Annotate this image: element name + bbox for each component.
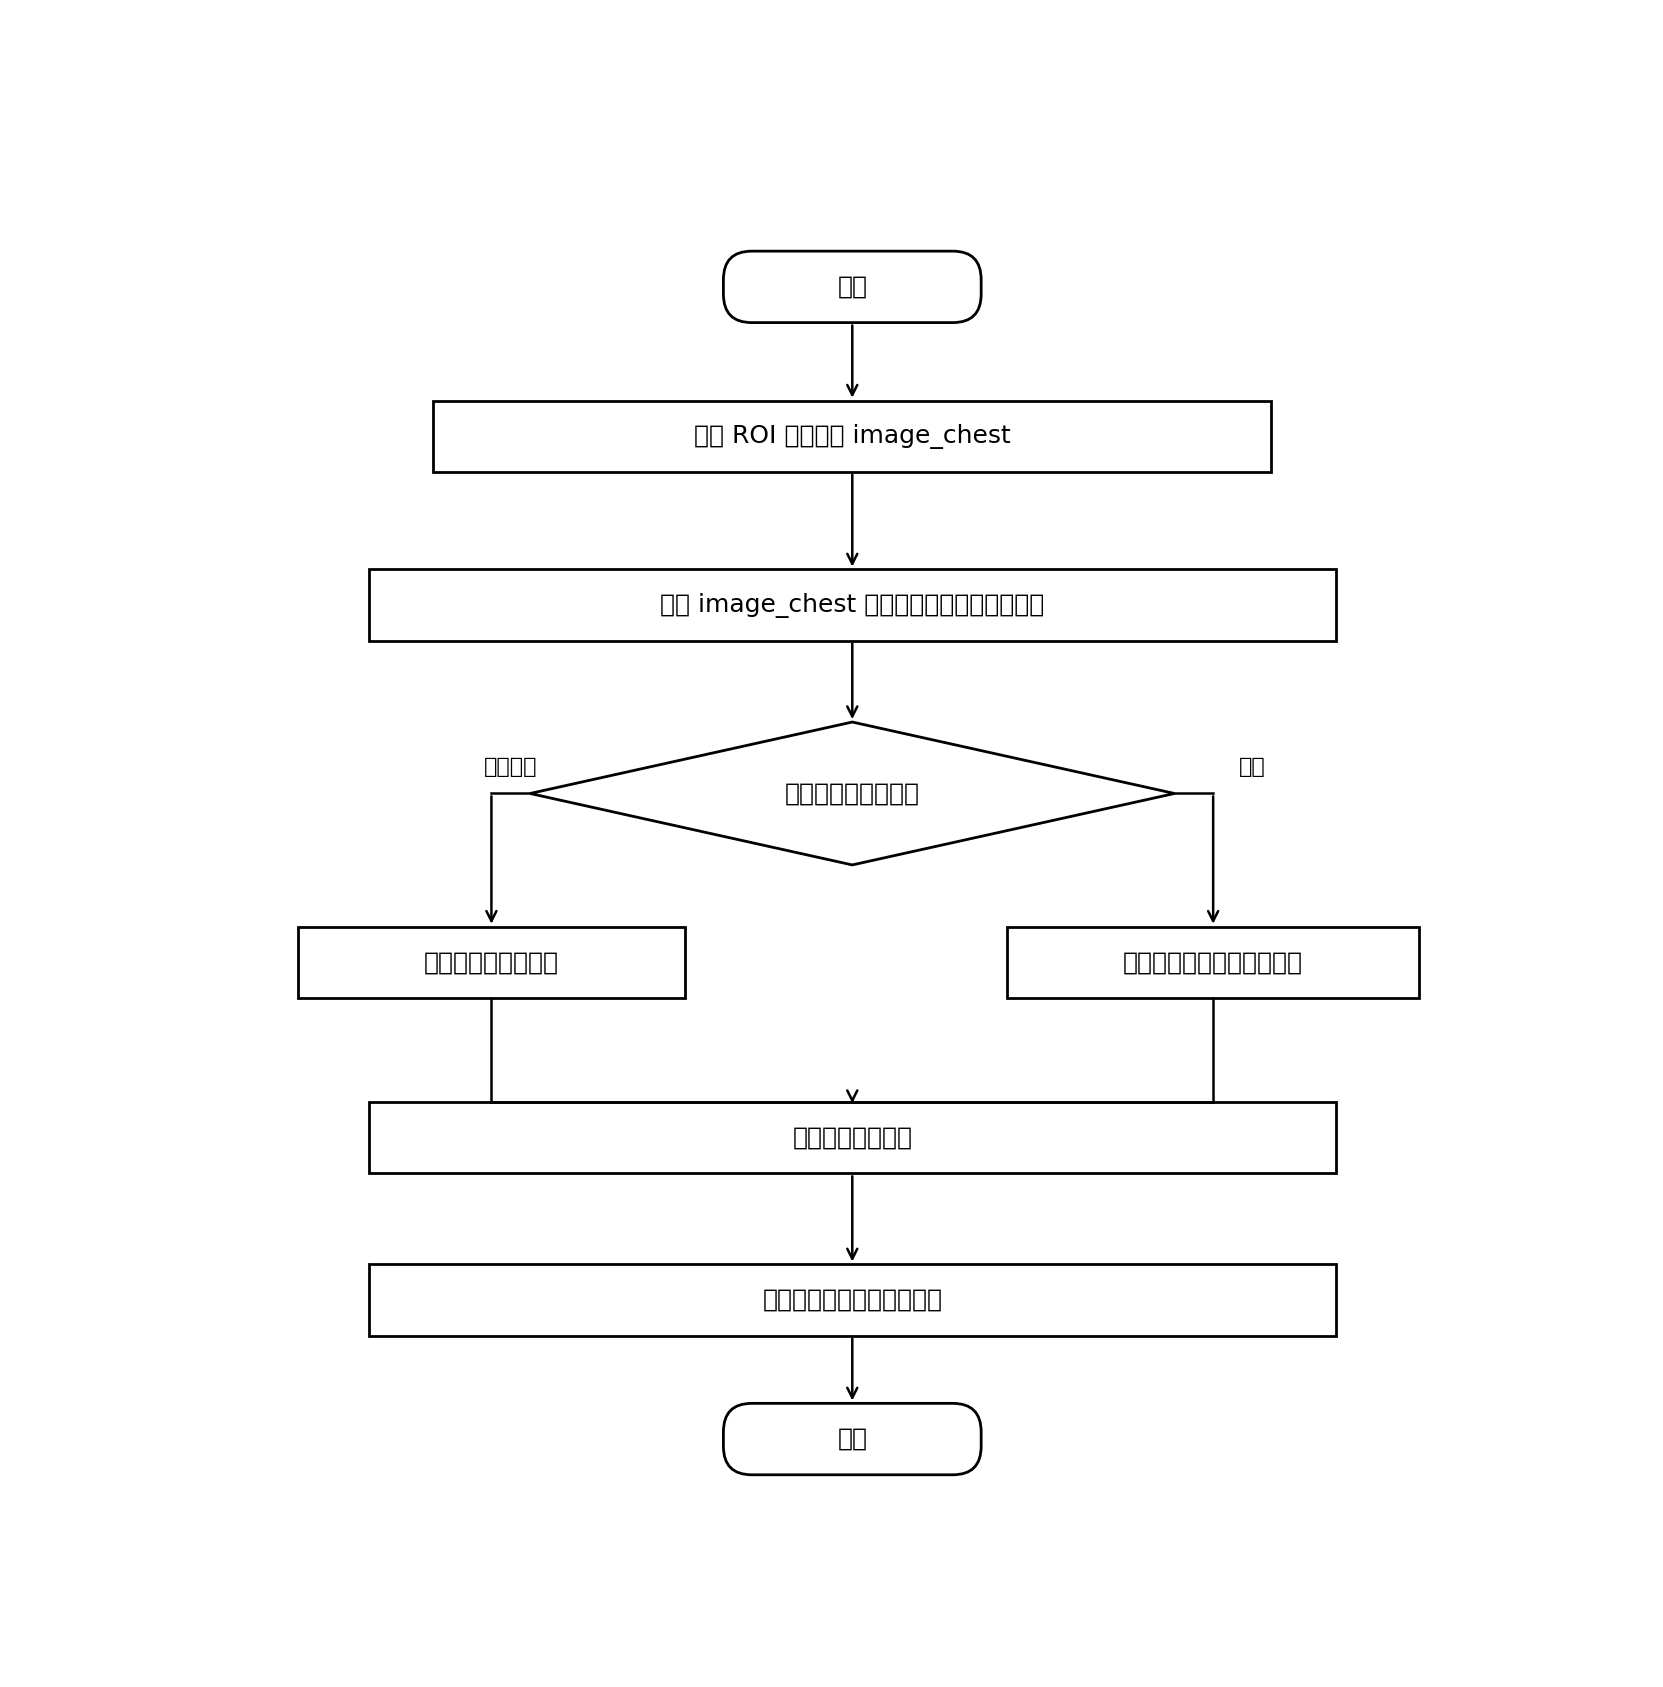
FancyBboxPatch shape <box>723 1404 981 1474</box>
Text: 上、中部: 上、中部 <box>484 756 537 776</box>
Text: 胸腔 ROI 肺部区域 image_chest: 胸腔 ROI 肺部区域 image_chest <box>693 423 1011 449</box>
Polygon shape <box>530 722 1174 865</box>
Bar <box>369 1102 1335 1174</box>
Text: 提取 image_chest 中白色区域的最小外接矩形: 提取 image_chest 中白色区域的最小外接矩形 <box>660 592 1044 617</box>
Bar <box>369 1264 1335 1336</box>
Bar <box>369 570 1335 641</box>
Bar <box>1008 926 1420 999</box>
Text: 四个角旋转扫描寻找种子点: 四个角旋转扫描寻找种子点 <box>1123 950 1304 975</box>
Bar <box>434 400 1271 472</box>
Text: 左右扫描寻找种子点: 左右扫描寻找种子点 <box>424 950 559 975</box>
Text: 结束: 结束 <box>836 1427 868 1451</box>
FancyBboxPatch shape <box>723 251 981 322</box>
Text: 开始: 开始 <box>836 275 868 299</box>
Text: 底部: 底部 <box>1239 756 1266 776</box>
Bar <box>298 926 685 999</box>
Text: 去除残留的气管与主支气管: 去除残留的气管与主支气管 <box>762 1289 943 1312</box>
Text: 判断是哪个部位的肺: 判断是哪个部位的肺 <box>785 781 920 805</box>
Text: 八邻域区域增长法: 八邻域区域增长法 <box>792 1125 913 1151</box>
